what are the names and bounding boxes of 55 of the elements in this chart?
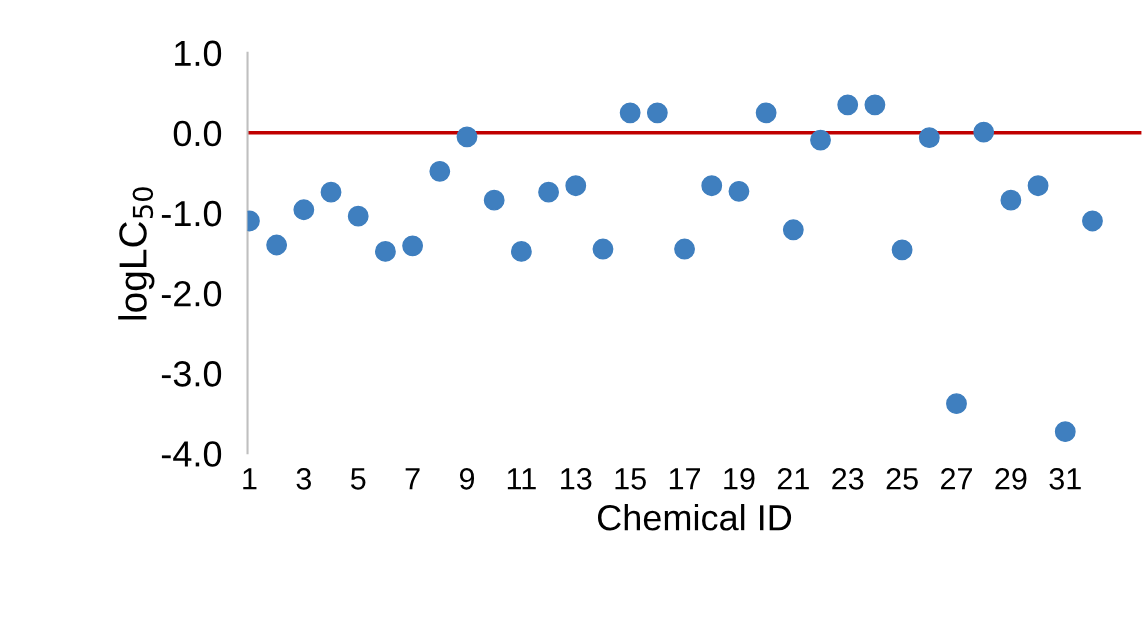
- y-tick-label: 1.0: [175, 40, 222, 67]
- point: [592, 238, 614, 260]
- x-tick-label: 31: [1049, 468, 1081, 490]
- point: [1082, 210, 1103, 232]
- point: [1000, 189, 1022, 211]
- x-tick-label: 11: [507, 468, 536, 490]
- x-tick-label: 13: [561, 468, 592, 490]
- x-tick-label: 5: [350, 468, 366, 490]
- point: [483, 189, 505, 211]
- x-tick-label: 15: [615, 468, 646, 490]
- point: [1027, 175, 1049, 197]
- point: [320, 181, 342, 203]
- point: [728, 180, 750, 202]
- x-tick-label: 9: [459, 468, 475, 490]
- point: [374, 241, 396, 262]
- x-tick-label: 27: [941, 468, 972, 490]
- point: [755, 102, 777, 124]
- point: [646, 102, 668, 124]
- point: [429, 160, 451, 182]
- point: [402, 235, 424, 257]
- x-tick-label: 1: [243, 468, 257, 490]
- x-tick-label: 17: [669, 468, 701, 490]
- point: [864, 94, 886, 116]
- point: [891, 239, 913, 261]
- y-axis-title: logLC$_{50}$: [118, 187, 155, 320]
- point: [810, 129, 831, 151]
- point: [293, 199, 315, 221]
- point: [701, 175, 723, 197]
- x-tick-label: 7: [405, 468, 420, 490]
- point: [565, 175, 587, 197]
- y-tick-label: 0.0: [173, 120, 222, 147]
- point: [266, 234, 288, 256]
- point: [973, 121, 995, 143]
- x-axis-title: Chemical ID: [597, 504, 792, 531]
- x-tick-label: 25: [886, 468, 918, 490]
- x-tick-label: 19: [724, 468, 755, 490]
- point: [538, 181, 559, 203]
- x-tick-label: 21: [777, 468, 809, 490]
- y-tick-label: -4.0: [161, 441, 222, 467]
- point: [347, 205, 369, 227]
- point: [510, 241, 532, 262]
- x-tick-label: 3: [296, 468, 311, 490]
- point: [946, 393, 967, 415]
- x-tick-label: 29: [995, 468, 1027, 490]
- point: [918, 127, 940, 149]
- point: [782, 219, 804, 241]
- x-tick-label: 23: [832, 468, 864, 490]
- y-tick-label: -1.0: [161, 200, 222, 227]
- point: [456, 126, 478, 148]
- point: [674, 238, 695, 260]
- y-tick-label: -3.0: [161, 361, 222, 387]
- point: [837, 94, 859, 116]
- point: [1054, 421, 1076, 443]
- y-tick-label: -2.0: [161, 280, 222, 307]
- point: [619, 102, 641, 124]
